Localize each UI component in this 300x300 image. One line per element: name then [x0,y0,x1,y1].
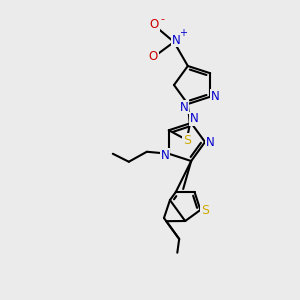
Text: -: - [160,14,164,24]
Text: N: N [160,149,169,162]
Text: N: N [190,112,199,125]
Text: O: O [149,19,159,32]
Text: N: N [206,136,214,148]
Text: +: + [179,28,187,38]
Text: N: N [211,90,220,103]
Text: S: S [201,205,209,218]
Text: S: S [183,134,191,146]
Text: O: O [148,50,158,64]
Text: N: N [172,34,180,46]
Text: N: N [179,100,188,113]
